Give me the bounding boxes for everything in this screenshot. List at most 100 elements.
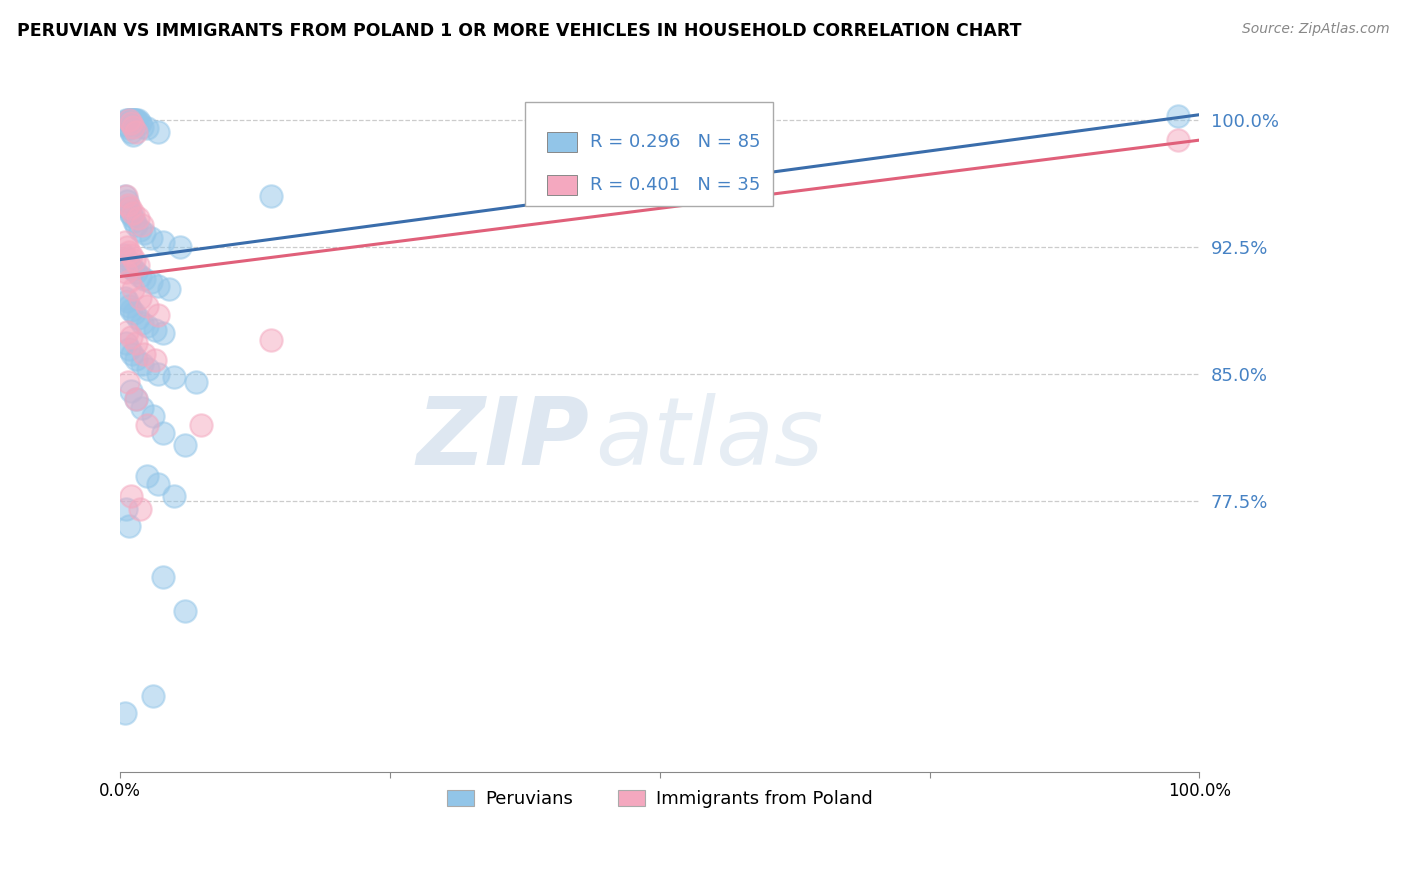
Point [115,294,138,309]
Point [121,112,143,127]
Point [118,206,141,220]
Point [118,274,141,288]
Point [115,118,138,132]
Point [122,261,145,276]
Point [139,276,162,290]
Point [260,333,283,347]
Point [118,260,141,275]
Point [152,426,174,441]
Point [124,253,146,268]
Point [1167,133,1189,147]
Point [115,194,138,208]
Point [136,468,159,483]
Point [128,268,150,283]
Point [115,240,138,254]
Point [142,409,165,424]
Point [152,570,174,584]
Point [124,112,146,127]
Point [157,282,180,296]
Point [114,189,136,203]
Point [121,346,143,360]
Point [118,201,141,215]
Point [122,282,145,296]
Point [122,128,145,142]
Point [124,306,146,320]
Point [125,265,148,279]
Point [152,235,174,249]
Text: Source: ZipAtlas.com: Source: ZipAtlas.com [1241,22,1389,37]
Point [114,706,136,720]
Point [125,392,148,407]
Point [132,227,155,241]
Point [120,489,142,503]
Point [125,392,148,407]
Point [122,206,145,220]
Point [174,604,197,618]
Point [146,308,169,322]
Text: PERUVIAN VS IMMIGRANTS FROM POLAND 1 OR MORE VEHICLES IN HOUSEHOLD CORRELATION C: PERUVIAN VS IMMIGRANTS FROM POLAND 1 OR … [17,22,1021,40]
Point [120,329,142,343]
Point [136,121,159,136]
Point [146,125,169,139]
Point [122,112,145,127]
Point [128,116,150,130]
Point [124,214,146,228]
Point [120,125,142,139]
Point [125,351,148,366]
Point [146,278,169,293]
Point [125,112,148,127]
FancyBboxPatch shape [524,102,773,206]
Point [114,235,136,249]
Point [142,689,165,703]
Point [121,210,143,224]
Point [131,401,153,415]
Point [190,417,212,432]
Point [114,291,136,305]
Point [128,502,150,516]
Point [146,477,169,491]
Point [118,121,141,136]
Point [112,248,135,262]
Point [118,112,141,127]
Point [127,211,149,225]
Point [118,112,141,127]
Point [131,218,153,232]
Point [122,120,145,134]
Point [118,244,141,259]
Point [118,519,141,533]
Point [127,311,149,326]
Point [120,116,142,130]
Point [127,259,149,273]
Point [118,112,141,127]
FancyBboxPatch shape [547,175,576,194]
Point [117,197,139,211]
Point [120,112,142,127]
Legend: Peruvians, Immigrants from Poland: Peruvians, Immigrants from Poland [440,782,880,815]
Point [114,265,136,279]
Point [174,438,197,452]
Point [138,362,160,376]
Point [128,223,150,237]
Point [120,302,142,317]
Point [115,325,138,339]
Point [125,125,148,139]
Text: R = 0.401   N = 35: R = 0.401 N = 35 [589,176,761,194]
Point [124,112,146,127]
Point [132,346,155,360]
Point [131,316,153,330]
Point [184,376,207,390]
Text: ZIP: ZIP [416,392,589,484]
Point [127,112,149,127]
Point [114,112,136,127]
Point [128,291,150,305]
Point [136,299,159,313]
Point [125,218,148,232]
Text: atlas: atlas [595,393,824,484]
FancyBboxPatch shape [547,132,576,152]
Point [117,112,139,127]
Point [143,353,166,368]
Text: R = 0.296   N = 85: R = 0.296 N = 85 [589,133,761,151]
Point [143,323,166,337]
Point [114,502,136,516]
Point [125,336,148,351]
